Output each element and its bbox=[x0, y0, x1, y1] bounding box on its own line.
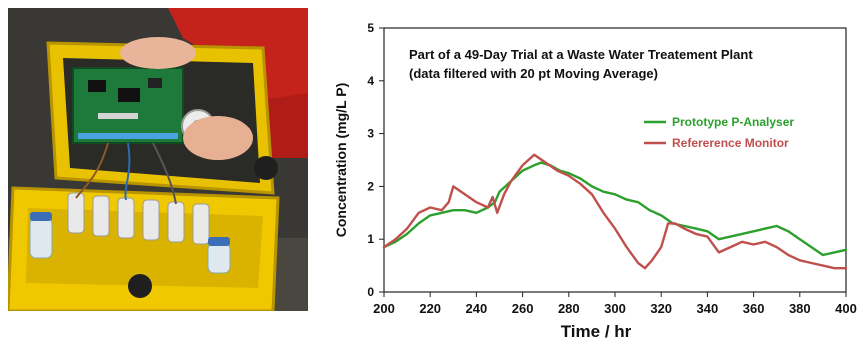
vial-2 bbox=[92, 195, 110, 237]
connector-strip bbox=[98, 113, 138, 119]
y-tick-label: 2 bbox=[367, 179, 374, 193]
x-tick-label: 200 bbox=[373, 301, 395, 316]
photo-illustration bbox=[8, 8, 308, 311]
y-tick-label: 3 bbox=[367, 127, 374, 141]
vial-3 bbox=[117, 197, 135, 239]
chart-svg: 200 220 240 260 280 300 320 340 360 380 400012345 … bbox=[333, 21, 857, 341]
axes-layer: 200 220 240 260 280 300 320 340 360 380 400 0 1 2 3 4 5 bbox=[367, 21, 857, 316]
case-latch-hole bbox=[128, 274, 152, 298]
x-tick-label: 400 bbox=[835, 301, 857, 316]
chart-labels: Part of a 49-Day Trial at a Waste Water … bbox=[333, 47, 794, 341]
x-tick-label: 360 bbox=[743, 301, 765, 316]
case-hinge-knob bbox=[254, 156, 278, 180]
vial-1 bbox=[67, 192, 85, 234]
concentration-chart: 200 220 240 260 280 300 320 340 360 380 400 0 1 2 3 4 5 … bbox=[326, 0, 860, 343]
bottle-right-cap bbox=[208, 237, 230, 246]
vial-5 bbox=[167, 201, 185, 243]
x-tick-label: 320 bbox=[650, 301, 672, 316]
hand-upper bbox=[120, 37, 196, 69]
series-line-prototype bbox=[382, 161, 848, 257]
chart-subtitle: (data filtered with 20 pt Moving Average… bbox=[409, 66, 658, 81]
y-axis-label: Concentration (mg/L P) bbox=[333, 83, 349, 238]
legend-label-prototype: Prototype P-Analyser bbox=[672, 115, 794, 129]
hand-lower bbox=[183, 116, 253, 160]
bottle-left-cap bbox=[30, 212, 52, 221]
ribbon-cable bbox=[78, 133, 178, 139]
legend-label-reference: Refererence Monitor bbox=[672, 136, 789, 150]
y-tick-label: 1 bbox=[367, 232, 374, 246]
x-tick-label: 260 bbox=[512, 301, 534, 316]
y-tick-label: 5 bbox=[367, 21, 374, 35]
x-tick-label: 240 bbox=[466, 301, 488, 316]
x-axis-label: Time / hr bbox=[561, 322, 632, 341]
wire-3 bbox=[152, 142, 177, 205]
field-device-photo bbox=[8, 8, 308, 311]
x-tick-label: 280 bbox=[558, 301, 580, 316]
chip-2 bbox=[118, 88, 140, 102]
y-tick-label: 4 bbox=[367, 74, 374, 88]
series-lines bbox=[382, 153, 848, 270]
series-line-reference bbox=[382, 153, 848, 270]
circuit-board bbox=[72, 67, 184, 144]
wire-2 bbox=[124, 142, 131, 201]
bottle-right bbox=[207, 242, 231, 274]
x-tick-label: 300 bbox=[604, 301, 626, 316]
vial-6 bbox=[192, 203, 210, 245]
bottle-left bbox=[29, 217, 53, 259]
y-tick-label: 0 bbox=[367, 285, 374, 299]
x-tick-label: 220 bbox=[419, 301, 441, 316]
wire-1 bbox=[75, 142, 109, 199]
chip-3 bbox=[148, 78, 162, 88]
vial-4 bbox=[142, 199, 160, 241]
x-tick-label: 340 bbox=[697, 301, 719, 316]
chip-1 bbox=[88, 80, 106, 92]
x-tick-label: 380 bbox=[789, 301, 811, 316]
chart-title: Part of a 49-Day Trial at a Waste Water … bbox=[409, 47, 753, 62]
